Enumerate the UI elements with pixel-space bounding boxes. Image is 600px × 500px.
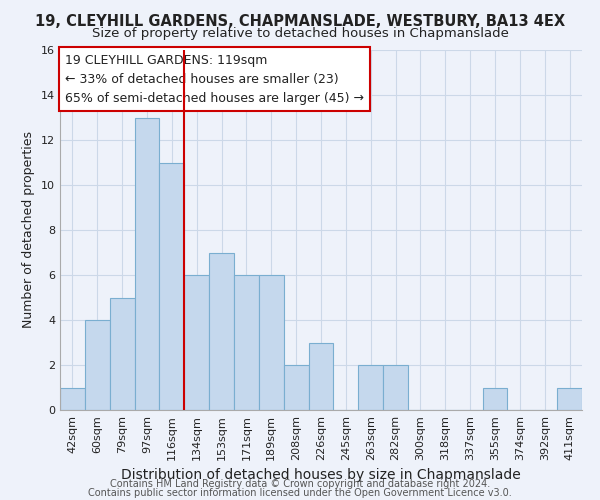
Bar bbox=[284, 365, 308, 410]
Bar bbox=[308, 342, 334, 410]
Bar bbox=[134, 118, 160, 410]
Text: 19 CLEYHILL GARDENS: 119sqm
← 33% of detached houses are smaller (23)
65% of sem: 19 CLEYHILL GARDENS: 119sqm ← 33% of det… bbox=[65, 54, 364, 104]
Bar bbox=[234, 275, 259, 410]
Y-axis label: Number of detached properties: Number of detached properties bbox=[22, 132, 35, 328]
Bar bbox=[60, 388, 85, 410]
Bar bbox=[160, 162, 184, 410]
Bar bbox=[259, 275, 284, 410]
Bar bbox=[358, 365, 383, 410]
Text: 19, CLEYHILL GARDENS, CHAPMANSLADE, WESTBURY, BA13 4EX: 19, CLEYHILL GARDENS, CHAPMANSLADE, WEST… bbox=[35, 14, 565, 29]
Bar bbox=[209, 252, 234, 410]
Bar bbox=[557, 388, 582, 410]
Text: Size of property relative to detached houses in Chapmanslade: Size of property relative to detached ho… bbox=[92, 28, 508, 40]
Text: Contains public sector information licensed under the Open Government Licence v3: Contains public sector information licen… bbox=[88, 488, 512, 498]
Bar bbox=[482, 388, 508, 410]
Bar bbox=[184, 275, 209, 410]
Bar bbox=[383, 365, 408, 410]
Bar bbox=[85, 320, 110, 410]
Text: Contains HM Land Registry data © Crown copyright and database right 2024.: Contains HM Land Registry data © Crown c… bbox=[110, 479, 490, 489]
Bar bbox=[110, 298, 134, 410]
X-axis label: Distribution of detached houses by size in Chapmanslade: Distribution of detached houses by size … bbox=[121, 468, 521, 482]
